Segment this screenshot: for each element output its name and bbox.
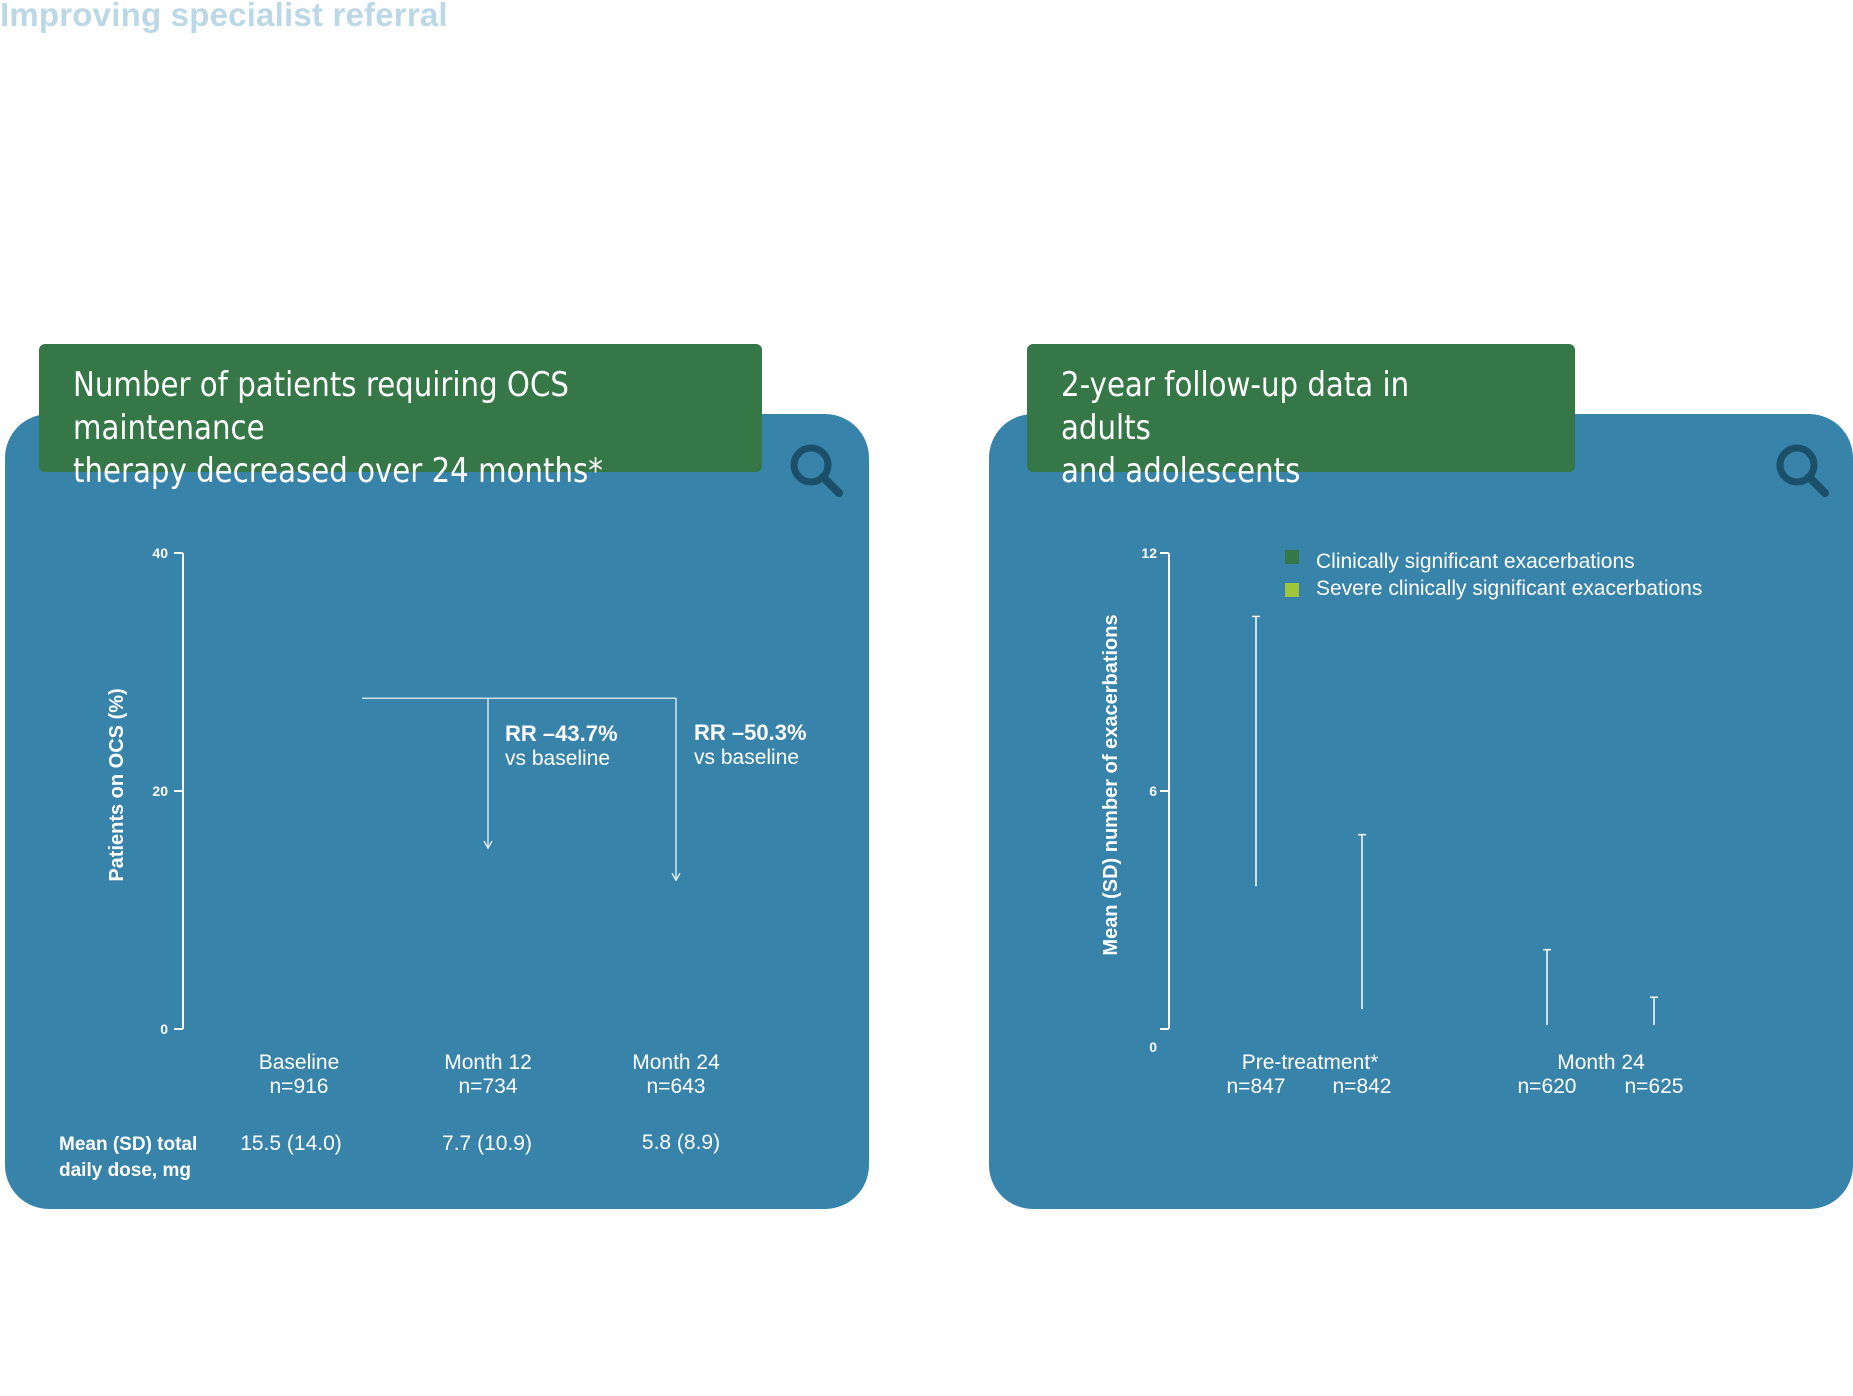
ocs-y-tick-label: 40 (152, 545, 168, 561)
ocs-rr-month12-note: vs baseline (505, 747, 610, 770)
exacerbations-n-label: n=625 (1625, 1075, 1684, 1098)
exacerbations-chart-title: 2-year follow-up data in adults and adol… (1061, 365, 1410, 491)
ocs-bar (224, 698, 374, 1029)
ocs-category-label: Month 24 (632, 1051, 720, 1074)
dose-label-line: daily dose, mg (59, 1160, 191, 1181)
ocs-chart-title: Number of patients requiring OCS mainten… (73, 365, 603, 491)
ocs-bar (413, 848, 563, 1029)
ocs-y-axis-title: Patients on OCS (%) (106, 688, 128, 881)
exacerbations-y-tick-label: 12 (1141, 545, 1157, 561)
dose-value: 15.5 (14.0) (240, 1132, 342, 1155)
ocs-comparison-brackets (362, 697, 681, 882)
ocs-rr-month12: RR –43.7% (505, 721, 618, 746)
exacerbations-y-tick-label: 6 (1149, 783, 1157, 799)
exacerbations-chart: 12 6 0 Mean (SD) number of exacerbations… (1100, 545, 1702, 1098)
exacerbations-n-label: n=620 (1518, 1075, 1577, 1098)
search-icon[interactable] (1772, 440, 1832, 500)
exacerbation-bar (1609, 1025, 1699, 1029)
exacerbations-n-label: n=847 (1227, 1075, 1286, 1098)
ocs-y-tick-label: 0 (160, 1021, 168, 1037)
bracket-arrow-head (483, 840, 493, 850)
exacerbations-category-label: Pre-treatment* (1242, 1051, 1379, 1074)
dose-label-line: Mean (SD) total (59, 1134, 197, 1155)
ocs-n-label: n=734 (459, 1075, 518, 1098)
ocs-rr-month24-note: vs baseline (694, 746, 799, 769)
page-heading: Improving specialist referral (0, 0, 448, 33)
ocs-chart: 40 20 0 Patients on OCS (%) RR –43.7% vs… (59, 545, 807, 1181)
ocs-y-tick-label: 20 (152, 783, 168, 799)
ocs-n-label: n=643 (647, 1075, 706, 1098)
exacerbations-category-label: Month 24 (1557, 1051, 1645, 1074)
legend-item: Clinically significant exacerbations (1316, 550, 1635, 573)
exacerbations-chart-card (989, 414, 1853, 1209)
ocs-rr-month24: RR –50.3% (694, 720, 807, 745)
dose-value: 7.7 (10.9) (442, 1132, 532, 1155)
ocs-category-label: Month 12 (444, 1051, 532, 1074)
exacerbation-bar (1502, 1025, 1592, 1029)
exacerbation-bar (1317, 1009, 1407, 1029)
ocs-chart-title-bar: Number of patients requiring OCS mainten… (39, 344, 762, 491)
ocs-bar (601, 880, 751, 1029)
dose-label: Mean (SD) total daily dose, mg (59, 1134, 203, 1181)
legend-item: Severe clinically significant exacerbati… (1316, 577, 1702, 600)
search-icon[interactable] (786, 440, 846, 500)
ocs-n-label: n=916 (270, 1075, 329, 1098)
exacerbations-chart-title-bar: 2-year follow-up data in adults and adol… (1027, 344, 1575, 491)
exacerbations-y-axis-title: Mean (SD) number of exacerbations (1100, 614, 1122, 955)
bracket-arrow-head (671, 872, 681, 882)
dose-value: 5.8 (8.9) (642, 1131, 720, 1154)
legend-swatch-clinically-significant (1285, 550, 1299, 564)
ocs-category-label: Baseline (259, 1051, 340, 1074)
exacerbations-n-label: n=842 (1333, 1075, 1392, 1098)
exacerbations-y-tick-label: 0 (1149, 1039, 1157, 1055)
legend-swatch-severe (1285, 583, 1299, 597)
ocs-bars (224, 698, 751, 1029)
exacerbation-bars (1211, 615, 1699, 1029)
ocs-chart-card (5, 414, 869, 1209)
exacerbation-bar (1211, 886, 1301, 1029)
